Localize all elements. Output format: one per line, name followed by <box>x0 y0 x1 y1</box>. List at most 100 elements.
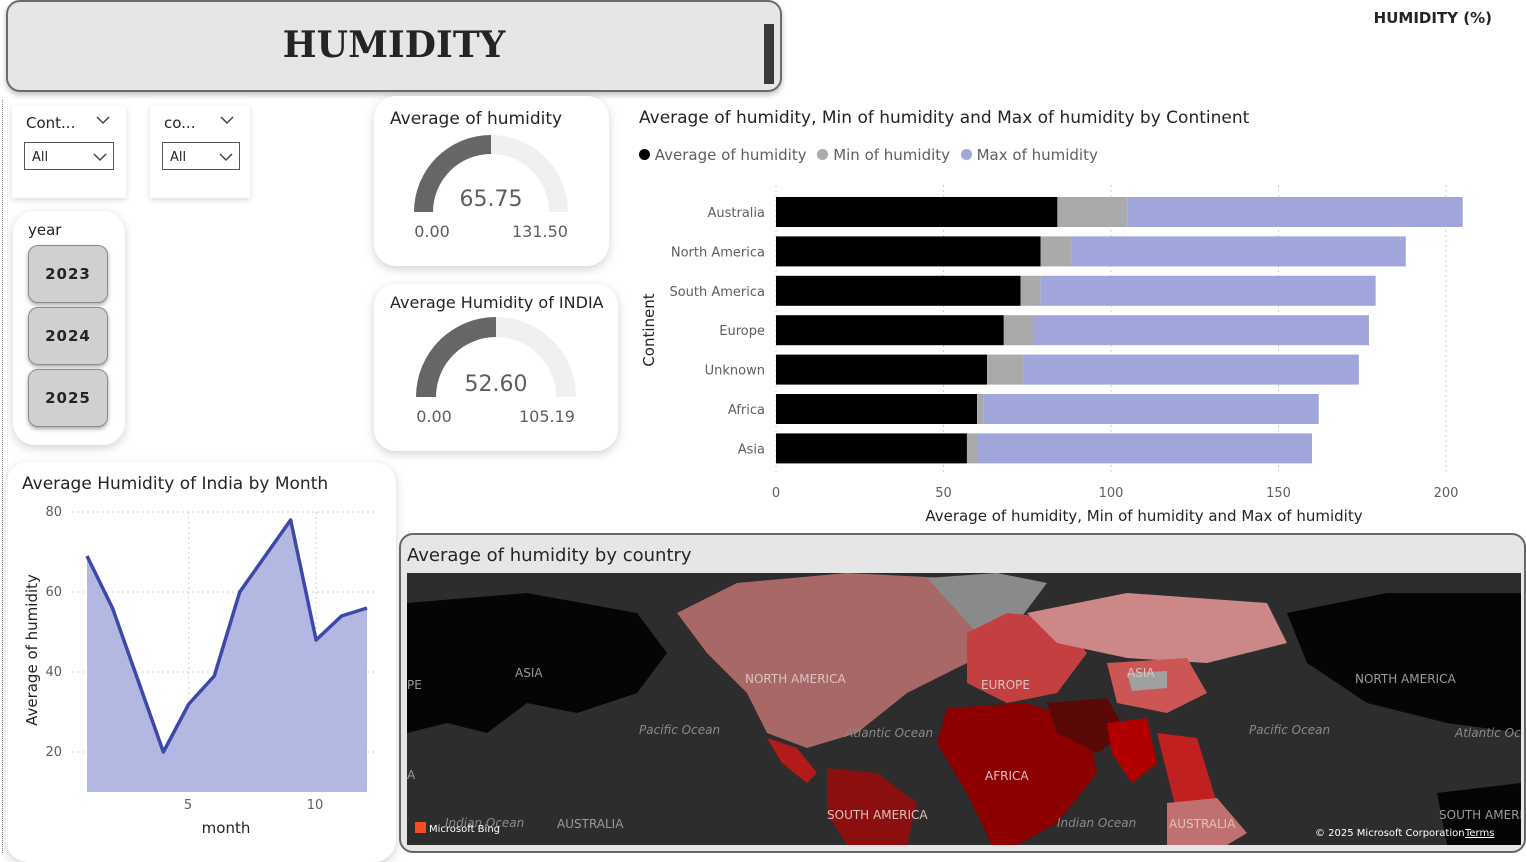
map-label-europe: EUROPE <box>981 678 1030 692</box>
average-humidity-title: Average of humidity <box>390 109 563 129</box>
continent-dropdown[interactable]: All <box>24 142 114 170</box>
bar-segment[interactable] <box>776 197 1058 227</box>
india-humidity-title: Average Humidity of INDIA <box>390 293 604 312</box>
continent-chart: Average of humidity, Min of humidity and… <box>630 100 1520 530</box>
bar-segment[interactable] <box>977 394 984 424</box>
continent-chart-legend: Average of humidity Min of humidity Max … <box>639 146 1098 164</box>
gauge-min: 0.00 <box>414 222 450 241</box>
y-tick-60: 60 <box>45 585 62 600</box>
year-button-2024[interactable]: 2024 <box>28 307 108 365</box>
map-label-sa-right: SOUTH AMERI <box>1439 808 1521 822</box>
map-region-india <box>1107 718 1157 783</box>
year-button-2023[interactable]: 2023 <box>28 245 108 303</box>
world-map[interactable]: ASIA NORTH AMERICA EUROPE ASIA NORTH AME… <box>407 573 1521 845</box>
x-tick-label: 100 <box>1099 486 1124 501</box>
continent-bar-plot: Continent Average of humidity, Min of hu… <box>640 185 1463 525</box>
bar-segment[interactable] <box>1020 275 1041 306</box>
top-right-label: HUMIDITY (%) <box>1373 9 1492 27</box>
category-label: Australia <box>707 206 765 221</box>
area-fill <box>87 520 367 792</box>
bar-segment[interactable] <box>1040 275 1376 306</box>
category-label: Africa <box>728 403 765 418</box>
map-label-asia: ASIA <box>1127 666 1155 680</box>
map-label-atlantic: Atlantic Ocean <box>844 726 933 740</box>
map-region-australia <box>1167 798 1247 845</box>
year-slicer-label: year <box>28 221 62 239</box>
gauge-fill <box>416 317 496 397</box>
continent-dropdown-value: All <box>32 150 49 165</box>
x-tick-label: 150 <box>1266 486 1291 501</box>
map-terms-link[interactable]: Terms <box>1464 828 1494 839</box>
bing-logo-icon <box>415 822 426 833</box>
map-label-pacific-left: Pacific Ocean <box>639 723 720 737</box>
gauge-max: 131.50 <box>512 222 568 241</box>
x-tick-label: 200 <box>1434 486 1459 501</box>
india-month-plot: 80 60 40 20 5 10 month Average of humidi… <box>23 505 376 837</box>
average-humidity-gauge: 65.75 0.00 131.50 <box>414 135 568 241</box>
continent-chart-title: Average of humidity, Min of humidity and… <box>639 108 1250 128</box>
map-region-central-america <box>767 738 817 783</box>
bar-segment[interactable] <box>977 433 1312 464</box>
map-region-north-america <box>677 573 1007 748</box>
country-slicer-label: co... <box>164 114 196 132</box>
gauge-value: 52.60 <box>465 372 528 397</box>
bar-segment[interactable] <box>776 394 977 424</box>
bar-segment[interactable] <box>1040 236 1071 267</box>
map-title: Average of humidity by country <box>407 545 692 566</box>
chevron-down-icon[interactable] <box>96 114 110 128</box>
title-accent-bar <box>764 24 774 84</box>
category-label: Unknown <box>705 364 765 379</box>
continent-slicer[interactable]: Cont... All <box>12 106 126 198</box>
x-tick-10: 10 <box>307 798 324 813</box>
x-tick-label: 50 <box>935 486 952 501</box>
india-humidity-gauge: 52.60 0.00 105.19 <box>416 317 576 426</box>
title-banner: HUMIDITY <box>6 0 782 92</box>
map-label-na: NORTH AMERICA <box>745 672 846 686</box>
map-label-indian-left: Indian Ocean <box>445 816 524 830</box>
y-axis-label: Average of humidity <box>23 574 41 726</box>
india-humidity-card: Average Humidity of INDIA 52.60 0.00 105… <box>374 284 618 451</box>
india-month-chart-title: Average Humidity of India by Month <box>22 474 329 494</box>
bar-segment[interactable] <box>1127 197 1463 227</box>
legend-item-min: Min of humidity <box>833 146 951 164</box>
bar-segment[interactable] <box>1003 315 1034 346</box>
country-dropdown[interactable]: All <box>162 142 240 170</box>
country-slicer[interactable]: co... All <box>150 106 250 198</box>
bar-segment[interactable] <box>966 433 977 464</box>
legend-dot-min <box>817 149 829 160</box>
bar-segment[interactable] <box>983 394 1319 424</box>
map-label-atlantic-right: Atlantic Oc <box>1454 726 1521 740</box>
y-tick-40: 40 <box>45 665 62 680</box>
map-region-asia-left <box>407 593 667 733</box>
x-tick-5: 5 <box>184 798 192 813</box>
gauge-fill <box>414 135 491 212</box>
continent-slicer-label: Cont... <box>26 114 76 132</box>
legend-dot-average <box>639 149 650 160</box>
map-label-south-america: SOUTH AMERICA <box>827 808 928 822</box>
bar-segment[interactable] <box>1023 354 1359 385</box>
category-label: North America <box>671 245 765 260</box>
y-tick-20: 20 <box>45 745 62 760</box>
bar-segment[interactable] <box>1057 197 1128 227</box>
bar-segment[interactable] <box>776 315 1004 346</box>
chevron-down-icon <box>219 153 233 162</box>
gauge-max: 105.19 <box>519 407 575 426</box>
map-attribution: Microsoft Bing <box>429 824 500 835</box>
legend-item-average: Average of humidity <box>654 146 807 164</box>
year-button-2025[interactable]: 2025 <box>28 369 108 427</box>
bar-segment[interactable] <box>776 236 1041 267</box>
x-axis-label: Average of humidity, Min of humidity and… <box>925 507 1362 525</box>
bar-segment[interactable] <box>776 433 967 464</box>
left-divider <box>2 100 3 853</box>
bar-segment[interactable] <box>776 354 988 385</box>
x-tick-label: 0 <box>772 486 780 501</box>
map-region-russia <box>1027 593 1287 663</box>
bar-segment[interactable] <box>1033 315 1369 346</box>
bar-segment[interactable] <box>776 275 1021 306</box>
area-line <box>85 518 368 754</box>
map-region-south-america-right <box>1437 783 1521 845</box>
chevron-down-icon[interactable] <box>220 114 234 128</box>
bar-segment[interactable] <box>1070 236 1406 267</box>
bar-segment[interactable] <box>987 354 1024 385</box>
map-label-na-right: NORTH AMERICA <box>1355 672 1456 686</box>
